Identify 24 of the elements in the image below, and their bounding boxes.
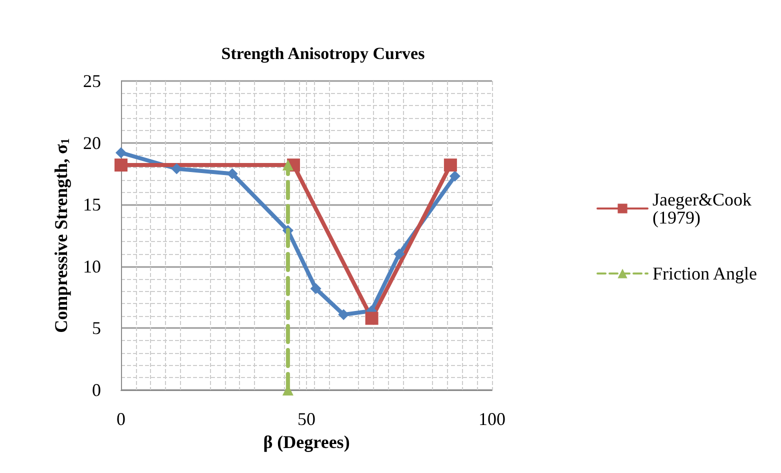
y-tick-label: 25 (83, 71, 101, 91)
legend-label: Jaeger&Cook (1979) (652, 190, 756, 228)
point (310, 283, 322, 294)
y-tick-label: 15 (83, 194, 101, 215)
legend-label: Friction Angle (652, 264, 758, 284)
y-axis-title: Compressive Strength, σ1 (51, 138, 72, 333)
y-tick-label: 0 (92, 380, 101, 400)
point (114, 158, 128, 172)
point (338, 309, 350, 320)
x-tick-label: 0 (116, 409, 126, 429)
point (444, 158, 457, 172)
y-tick-label: 20 (83, 132, 101, 153)
x-tick-label: 50 (298, 409, 316, 429)
point (394, 248, 405, 260)
x-tick-label: 100 (478, 409, 506, 429)
y-tick-label: 10 (83, 256, 101, 276)
point (171, 163, 182, 174)
point (226, 168, 238, 180)
point (116, 147, 126, 158)
point (365, 312, 378, 325)
x-axis-title: β (Degrees) (263, 432, 350, 452)
point (449, 170, 460, 182)
y-tick-label: 5 (92, 318, 101, 338)
chart-title: Strength Anisotropy Curves (221, 44, 426, 63)
